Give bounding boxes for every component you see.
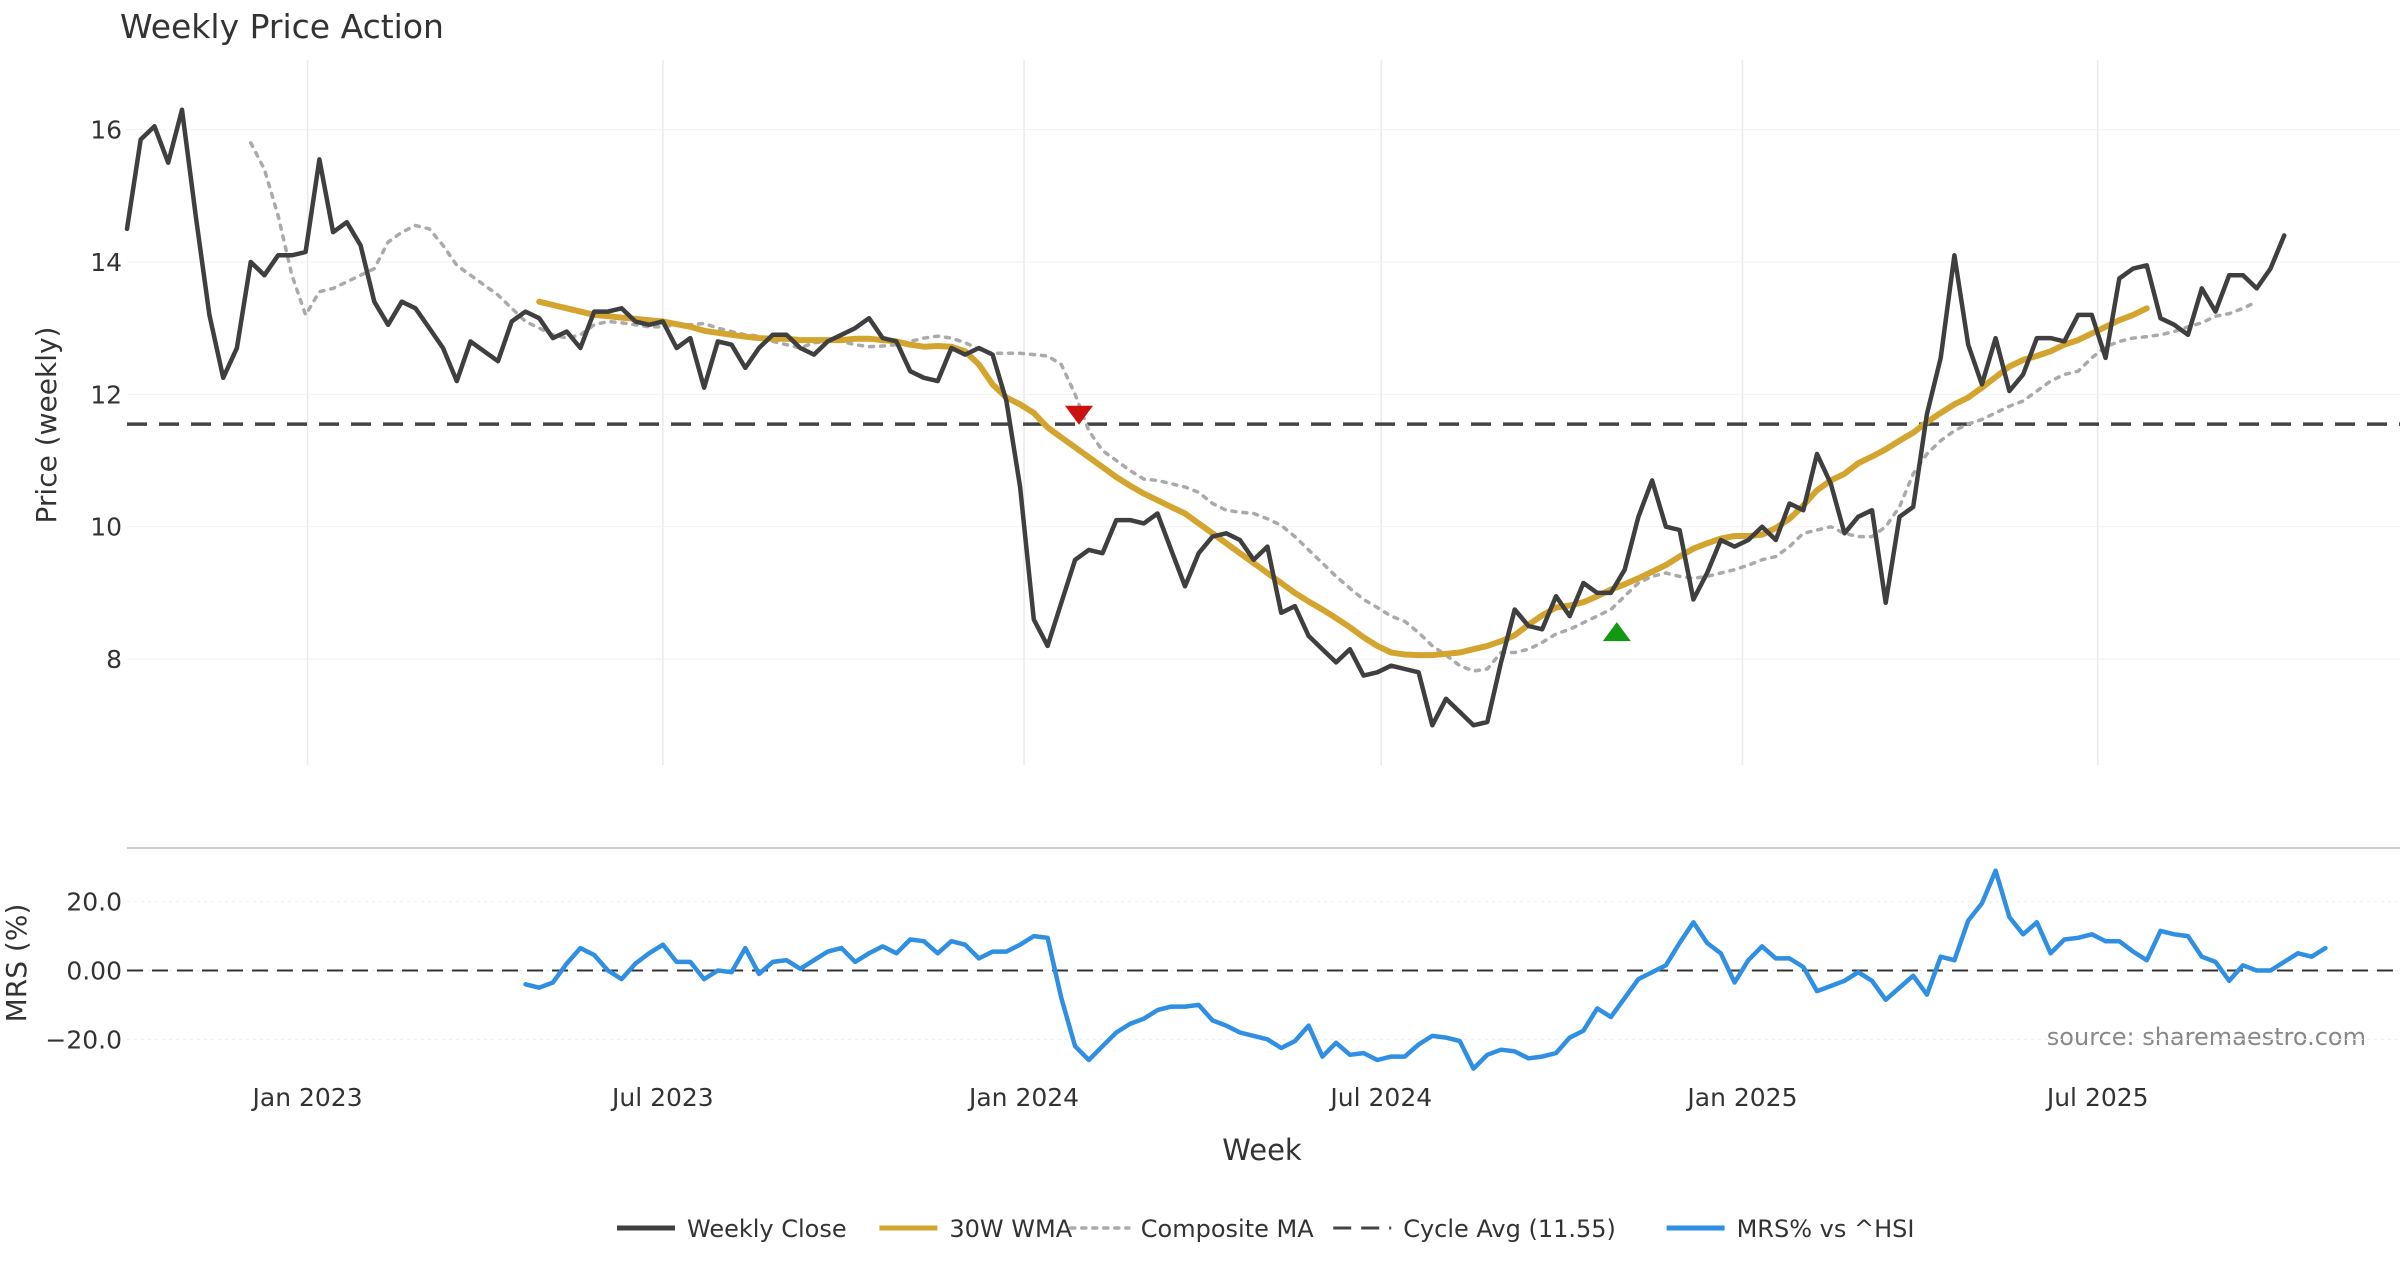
x-axis-label: Week [1222,1133,1302,1167]
mrs-ytick-label-1: 0.00 [66,956,122,985]
x-tick-label-0: Jan 2023 [251,1083,363,1112]
x-tick-label-1: Jul 2023 [610,1083,714,1112]
legend-item-4: MRS% vs ^HSI [1666,1215,1915,1243]
legend-item-3: Cycle Avg (11.55) [1333,1215,1616,1243]
y-axis-label-price: Price (weekly) [30,327,63,524]
x-axis-ticks: Jan 2023 Jul 2023 Jan 2024 Jul 2024 Jan 2025… [251,1083,2149,1112]
series-line-30w-wma [536,298,2150,659]
price-panel: 8 10 12 14 16 [90,60,2400,765]
legend-item-1: 30W WMA [879,1215,1073,1243]
x-tick-label-5: Jul 2025 [2045,1083,2149,1112]
chart-title: Weekly Price Action [120,7,444,46]
legend: Weekly Close 30W WMA Composite MA Cycle Avg… [617,1215,1914,1243]
mrs-ytick-label-2: 20.0 [66,888,122,917]
y-axis-label-mrs: MRS (%) [0,904,33,1023]
price-ytick-label-0: 8 [106,645,122,674]
legend-label: MRS% vs ^HSI [1737,1215,1915,1243]
series-line-weekly-close [124,107,2287,728]
legend-label: 30W WMA [949,1215,1072,1243]
price-ytick-label-1: 10 [90,513,122,542]
mrs-panel: −20.0 0.00 20.0 [45,847,2400,1071]
marker-buy [1602,622,1631,642]
x-tick-label-2: Jan 2024 [967,1083,1079,1112]
legend-label: Cycle Avg (11.55) [1403,1215,1616,1243]
legend-item-2: Composite MA [1069,1215,1314,1243]
marker-sell [1064,405,1093,425]
price-ytick-label-4: 16 [90,116,122,145]
legend-label: Weekly Close [687,1215,847,1243]
source-annotation: source: sharemaestro.com [2047,1023,2366,1051]
legend-label: Composite MA [1141,1215,1314,1243]
x-tick-label-3: Jul 2024 [1328,1083,1432,1112]
price-ytick-label-3: 14 [90,248,122,277]
legend-item-0: Weekly Close [617,1215,847,1243]
x-tick-label-4: Jan 2025 [1685,1083,1797,1112]
price-ytick-label-2: 12 [90,380,122,409]
mrs-ytick-label-0: −20.0 [45,1025,122,1054]
series-line-mrs [523,868,2328,1071]
